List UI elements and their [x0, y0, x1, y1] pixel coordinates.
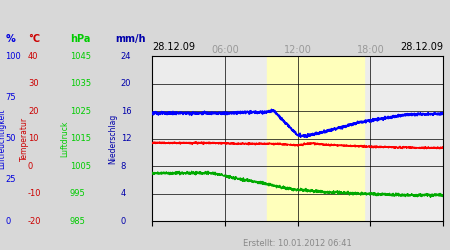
Text: 20: 20 [28, 107, 38, 116]
Text: Luftfeuchtigkeit: Luftfeuchtigkeit [0, 108, 7, 169]
Text: %: % [5, 34, 15, 44]
Text: 10: 10 [28, 134, 38, 143]
Text: mm/h: mm/h [115, 34, 145, 44]
Text: 995: 995 [70, 189, 86, 198]
Text: 4: 4 [121, 189, 126, 198]
Text: 0: 0 [28, 162, 33, 171]
Text: 40: 40 [28, 52, 38, 61]
Text: 0: 0 [5, 217, 11, 226]
Text: 8: 8 [121, 162, 126, 171]
Text: 1045: 1045 [70, 52, 91, 61]
Text: 985: 985 [70, 217, 86, 226]
Text: Erstellt: 10.01.2012 06:41: Erstellt: 10.01.2012 06:41 [243, 238, 352, 248]
Text: -20: -20 [28, 217, 41, 226]
Text: 100: 100 [5, 52, 21, 61]
Text: 1035: 1035 [70, 79, 91, 88]
Text: Temperatur: Temperatur [20, 117, 29, 161]
Text: 1005: 1005 [70, 162, 91, 171]
Text: 0: 0 [121, 217, 126, 226]
Text: 16: 16 [121, 107, 131, 116]
Text: Niederschlag: Niederschlag [108, 114, 117, 164]
Text: -10: -10 [28, 189, 41, 198]
Text: 28.12.09: 28.12.09 [400, 42, 443, 52]
Text: 1015: 1015 [70, 134, 91, 143]
Text: 75: 75 [5, 93, 16, 102]
Text: 50: 50 [5, 134, 16, 143]
Text: 28.12.09: 28.12.09 [152, 42, 195, 52]
Text: 12: 12 [121, 134, 131, 143]
Bar [267, 56, 365, 221]
Text: Luftdruck: Luftdruck [61, 120, 70, 157]
Text: 30: 30 [28, 79, 39, 88]
Text: °C: °C [28, 34, 40, 44]
Text: 20: 20 [121, 79, 131, 88]
Text: 25: 25 [5, 176, 16, 184]
Text: 24: 24 [121, 52, 131, 61]
Text: hPa: hPa [70, 34, 90, 44]
Text: 1025: 1025 [70, 107, 91, 116]
